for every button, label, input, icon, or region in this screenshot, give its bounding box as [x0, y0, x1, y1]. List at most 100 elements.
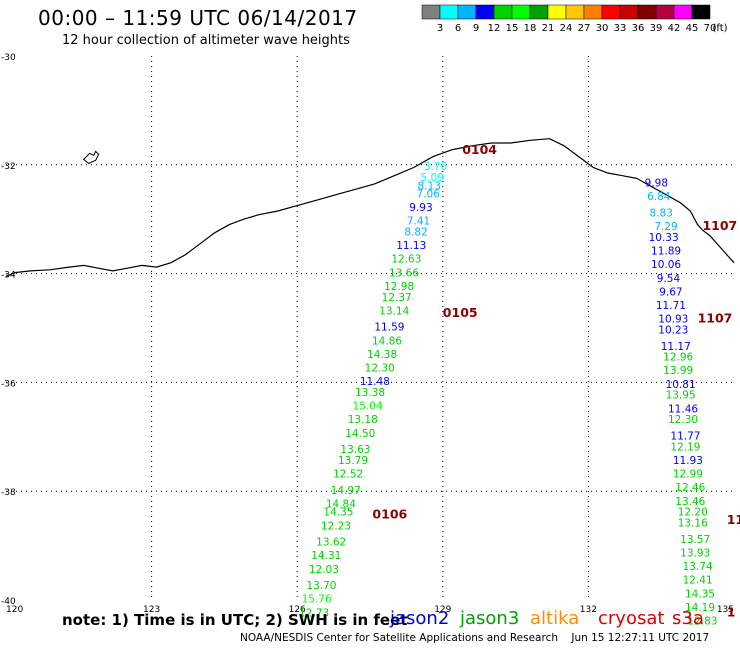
swh-value-label: 14.35 — [323, 507, 353, 519]
swh-value-label: 11.71 — [656, 300, 686, 312]
swh-value-label: 7.29 — [654, 221, 677, 233]
colorbar-tick-label: 30 — [596, 23, 609, 34]
pass-time-label: 0106 — [372, 506, 407, 521]
colorbar-tick-label: 39 — [650, 23, 663, 34]
swh-value-label: 13.46 — [675, 496, 705, 508]
swh-value-label: 12.63 — [391, 254, 421, 266]
y-tick-label: -32 — [1, 162, 16, 172]
swh-value-label: 12.03 — [309, 564, 339, 576]
swh-value-label: 5.09 — [420, 172, 443, 184]
pass-time-label: 0105 — [443, 305, 478, 320]
swh-value-label: 12.98 — [384, 281, 414, 293]
swh-value-label: 13.79 — [338, 455, 368, 467]
x-tick-label: 132 — [580, 605, 597, 615]
colorbar-tick-label: 12 — [488, 23, 501, 34]
colorbar-swatch — [511, 4, 531, 20]
swh-value-label: 10.06 — [651, 259, 681, 271]
colorbar-tick-label: 3 — [437, 23, 443, 34]
pass-time-label: 0104 — [462, 142, 497, 157]
colorbar-tick-label: 9 — [473, 23, 479, 34]
colorbar-swatch — [547, 4, 567, 20]
swh-value-label: 9.67 — [659, 286, 682, 298]
coastline — [5, 138, 735, 277]
y-tick-label: -40 — [1, 597, 16, 607]
credit-text: NOAA/NESDIS Center for Satellite Applica… — [240, 632, 558, 644]
colorbar-swatch — [601, 4, 621, 20]
swh-value-label: 11.17 — [661, 341, 691, 353]
swh-value-label: 11.77 — [670, 431, 700, 443]
swh-value-label: 14.97 — [331, 485, 361, 497]
swh-value-label: 15.04 — [353, 401, 383, 413]
swh-value-label: 12.23 — [321, 520, 351, 532]
swh-value-label: 11.59 — [374, 322, 404, 334]
swh-value-label: 10.33 — [649, 232, 679, 244]
colorbar-swatch — [691, 4, 711, 20]
swh-value-label: 11.46 — [668, 403, 698, 415]
footer-note: note: 1) Time is in UTC; 2) SWH is in fe… — [62, 611, 408, 629]
colorbar-swatch — [457, 4, 477, 20]
x-tick-label: 135 — [717, 605, 734, 615]
swh-value-label: 9.98 — [645, 178, 668, 190]
colorbar-unit: (ft) — [712, 23, 727, 34]
swh-value-label: 13.95 — [666, 390, 696, 402]
chart-subtitle: 12 hour collection of altimeter wave hei… — [62, 33, 350, 48]
colorbar-swatch — [439, 4, 459, 20]
colorbar-swatch — [493, 4, 513, 20]
pass-time-label: 1107 — [702, 218, 737, 233]
swh-value-label: 13.70 — [306, 580, 336, 592]
swh-value-label: 13.66 — [389, 267, 419, 279]
swh-value-label: 13.38 — [355, 387, 385, 399]
x-tick-label: 123 — [143, 605, 160, 615]
legend-jason2: jason2 — [390, 608, 450, 629]
legend-altika: altika — [530, 608, 580, 629]
swh-value-label: 9.54 — [657, 273, 681, 285]
pass-time-label: 1 — [727, 604, 736, 619]
swh-value-label: 11.89 — [651, 246, 681, 258]
colorbar-tick-label: 36 — [632, 23, 645, 34]
swh-value-label: 7.06 — [417, 188, 441, 200]
y-tick-label: -38 — [1, 488, 16, 498]
island-outline — [82, 150, 100, 164]
swh-value-label: 8.83 — [650, 207, 673, 219]
swh-value-label: 13.74 — [683, 561, 713, 573]
swh-value-label: 11.93 — [673, 455, 703, 467]
x-tick-label: 126 — [289, 605, 306, 615]
colorbar-tick-label: 27 — [578, 23, 591, 34]
swh-value-label: 6.84 — [647, 191, 671, 203]
swh-value-label: 12.52 — [333, 469, 363, 481]
colorbar-tick-label: 33 — [614, 23, 627, 34]
swh-value-label: 12.20 — [678, 507, 708, 519]
swh-value-label: 12.37 — [382, 292, 412, 304]
colorbar-tick-label: 18 — [524, 23, 537, 34]
swh-value-label: 12.30 — [668, 414, 698, 426]
swh-value-label: 9.93 — [409, 202, 432, 214]
colorbar-tick-label: 6 — [455, 23, 461, 34]
swh-value-label: 12.83 — [687, 615, 717, 627]
colorbar-tick-label: 45 — [686, 23, 699, 34]
colorbar-swatch — [673, 4, 693, 20]
colorbar-swatch — [475, 4, 495, 20]
chart-title: 00:00 – 11:59 UTC 06/14/2017 — [38, 6, 358, 30]
swh-value-label: 8.82 — [404, 227, 427, 239]
swh-value-label: 14.31 — [311, 550, 341, 562]
colorbar-swatch — [637, 4, 657, 20]
colorbar-swatch — [583, 4, 603, 20]
swh-value-label: 12.19 — [670, 441, 700, 453]
pass-time-label: 1107 — [698, 311, 733, 326]
colorbar-swatch — [529, 4, 549, 20]
x-tick-label: 129 — [434, 605, 451, 615]
credit-timestamp: Jun 15 12:27:11 UTC 2017 — [571, 632, 710, 644]
colorbar-tick-label: 70 — [704, 23, 717, 34]
colorbar-tick-label: 24 — [560, 23, 573, 34]
swh-value-label: 3.76 — [424, 161, 448, 173]
colorbar-swatch — [655, 4, 675, 20]
swh-value-label: 12.96 — [663, 352, 693, 364]
swh-value-label: 12.46 — [675, 482, 705, 494]
x-tick-label: 120 — [6, 605, 23, 615]
colorbar-swatch — [565, 4, 585, 20]
swh-value-label: 14.84 — [326, 499, 356, 511]
legend-jason3: jason3 — [460, 608, 520, 629]
swh-value-label: 15.76 — [302, 594, 332, 606]
y-tick-label: -36 — [1, 379, 16, 389]
